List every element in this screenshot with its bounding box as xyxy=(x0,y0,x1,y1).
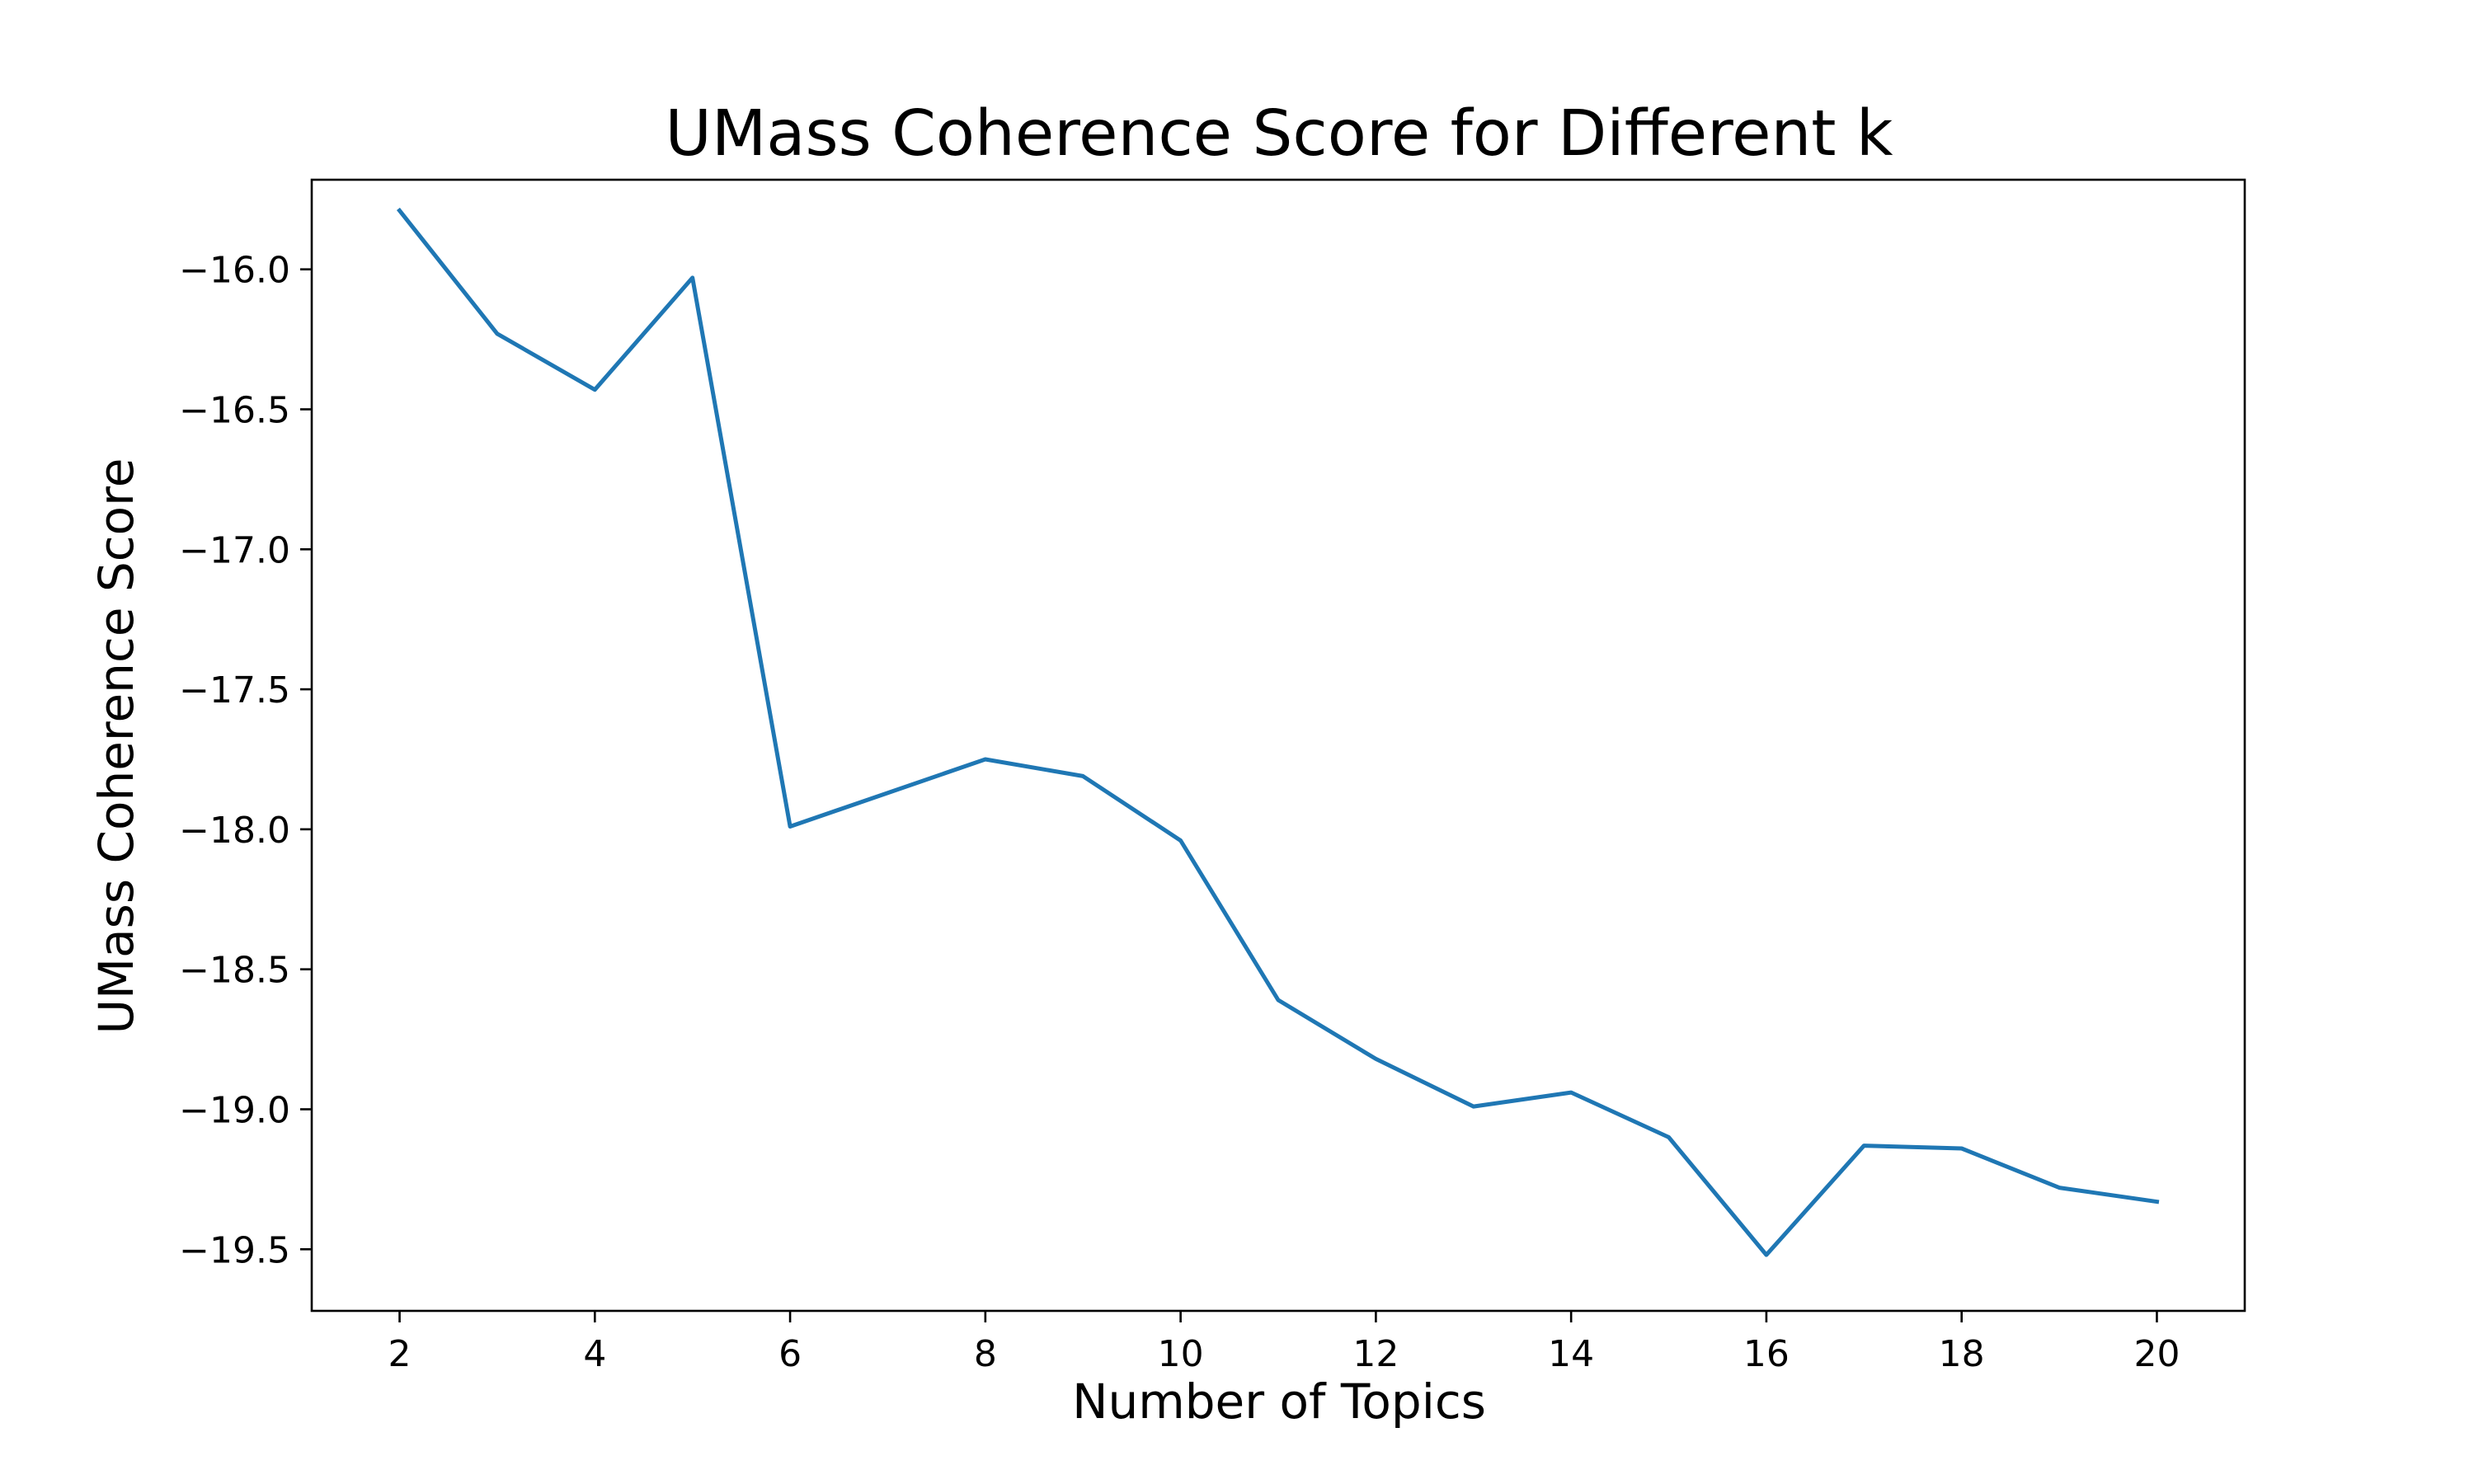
x-tick-label: 6 xyxy=(778,1333,802,1375)
x-tick-label: 16 xyxy=(1743,1333,1790,1375)
axes xyxy=(310,178,2246,1313)
y-tick-label: −16.0 xyxy=(179,250,290,292)
plot-frame xyxy=(310,178,2246,1313)
x-axis-label: Number of Topics xyxy=(1072,1374,1486,1430)
plot-area xyxy=(396,207,2160,1257)
x-tick-label: 14 xyxy=(1548,1333,1594,1375)
x-axis-ticks: 2 4 6 8 10 12 14 16 18 20 xyxy=(388,1311,2180,1375)
series-line xyxy=(396,207,2160,1257)
y-axis-label: UMass Coherence Score xyxy=(88,458,144,1035)
y-tick-label: −19.0 xyxy=(179,1089,290,1131)
chart-title: UMass Coherence Score for Different k xyxy=(665,97,1893,171)
y-tick-label: −17.0 xyxy=(179,529,290,571)
x-tick-label: 20 xyxy=(2133,1333,2180,1375)
y-tick-label: −18.5 xyxy=(179,950,290,992)
y-axis-ticks: −16.0 −16.5 −17.0 −17.5 −18.0 −18.5 −19.0 −19.5 xyxy=(179,250,312,1271)
x-tick-label: 18 xyxy=(1939,1333,1985,1375)
y-tick-label: −17.5 xyxy=(179,669,290,711)
x-tick-label: 12 xyxy=(1352,1333,1399,1375)
y-tick-label: −16.5 xyxy=(179,389,290,431)
y-tick-label: −18.0 xyxy=(179,810,290,852)
x-tick-label: 10 xyxy=(1158,1333,1204,1375)
x-tick-label: 8 xyxy=(974,1333,997,1375)
x-tick-label: 2 xyxy=(388,1333,412,1375)
y-tick-label: −19.5 xyxy=(179,1229,290,1271)
x-tick-label: 4 xyxy=(583,1333,606,1375)
